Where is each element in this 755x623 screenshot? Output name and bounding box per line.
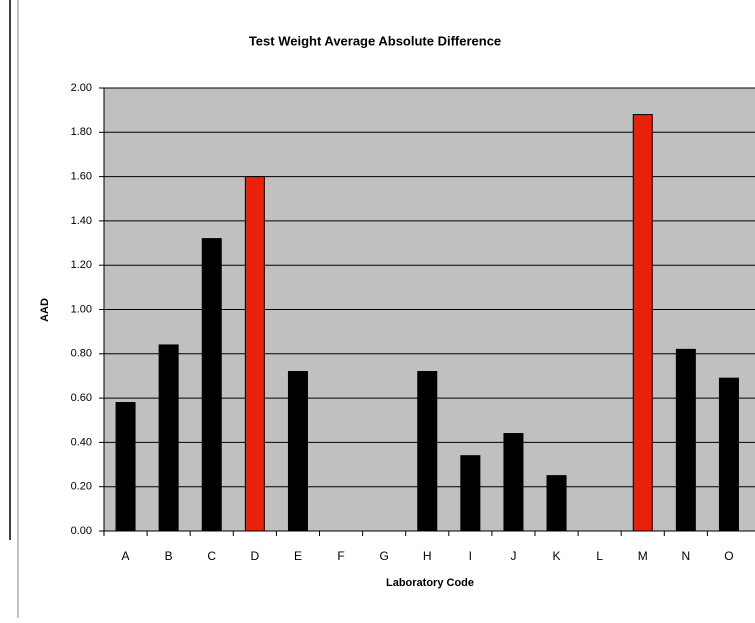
bar (417, 371, 438, 532)
bar (718, 377, 739, 532)
y-tick-label: 1.20 (71, 259, 92, 271)
bar (115, 402, 136, 532)
x-tick-label: B (165, 549, 173, 563)
x-tick-label: H (423, 549, 432, 563)
x-tick-label: M (638, 549, 648, 563)
x-tick-label: G (379, 549, 388, 563)
x-tick-label: E (294, 549, 302, 563)
x-axis-label: Laboratory Code (386, 577, 474, 589)
bar (546, 475, 567, 532)
x-tick-label: J (510, 549, 516, 563)
chart-title: Test Weight Average Absolute Difference (249, 33, 501, 48)
x-tick-label: F (337, 549, 344, 563)
bar (201, 238, 222, 532)
x-tick-label: K (553, 549, 561, 563)
y-tick-label: 1.00 (71, 303, 92, 315)
bar (287, 371, 308, 532)
y-tick-label: 2.00 (71, 82, 92, 94)
y-tick-label: 1.60 (71, 171, 92, 183)
y-tick-label: 0.80 (71, 348, 92, 360)
y-tick-label: 0.00 (71, 525, 92, 537)
bar (244, 176, 265, 532)
x-tick-label: A (122, 549, 130, 563)
bar (632, 114, 653, 532)
x-tick-label: O (724, 549, 733, 563)
bar (503, 433, 524, 532)
y-tick-label: 0.20 (71, 481, 92, 493)
y-tick-label: 1.80 (71, 126, 92, 138)
y-axis-label: AAD (39, 298, 51, 322)
bar (675, 348, 696, 532)
y-tick-label: 1.40 (71, 215, 92, 227)
y-tick-label: 0.60 (71, 392, 92, 404)
x-tick-label: D (251, 549, 260, 563)
x-tick-label: N (682, 549, 691, 563)
y-tick-label: 0.40 (71, 436, 92, 448)
x-tick-label: C (207, 549, 216, 563)
x-tick-label: I (469, 549, 472, 563)
bar (158, 344, 179, 532)
bar (460, 455, 481, 532)
x-tick-label: L (596, 549, 603, 563)
